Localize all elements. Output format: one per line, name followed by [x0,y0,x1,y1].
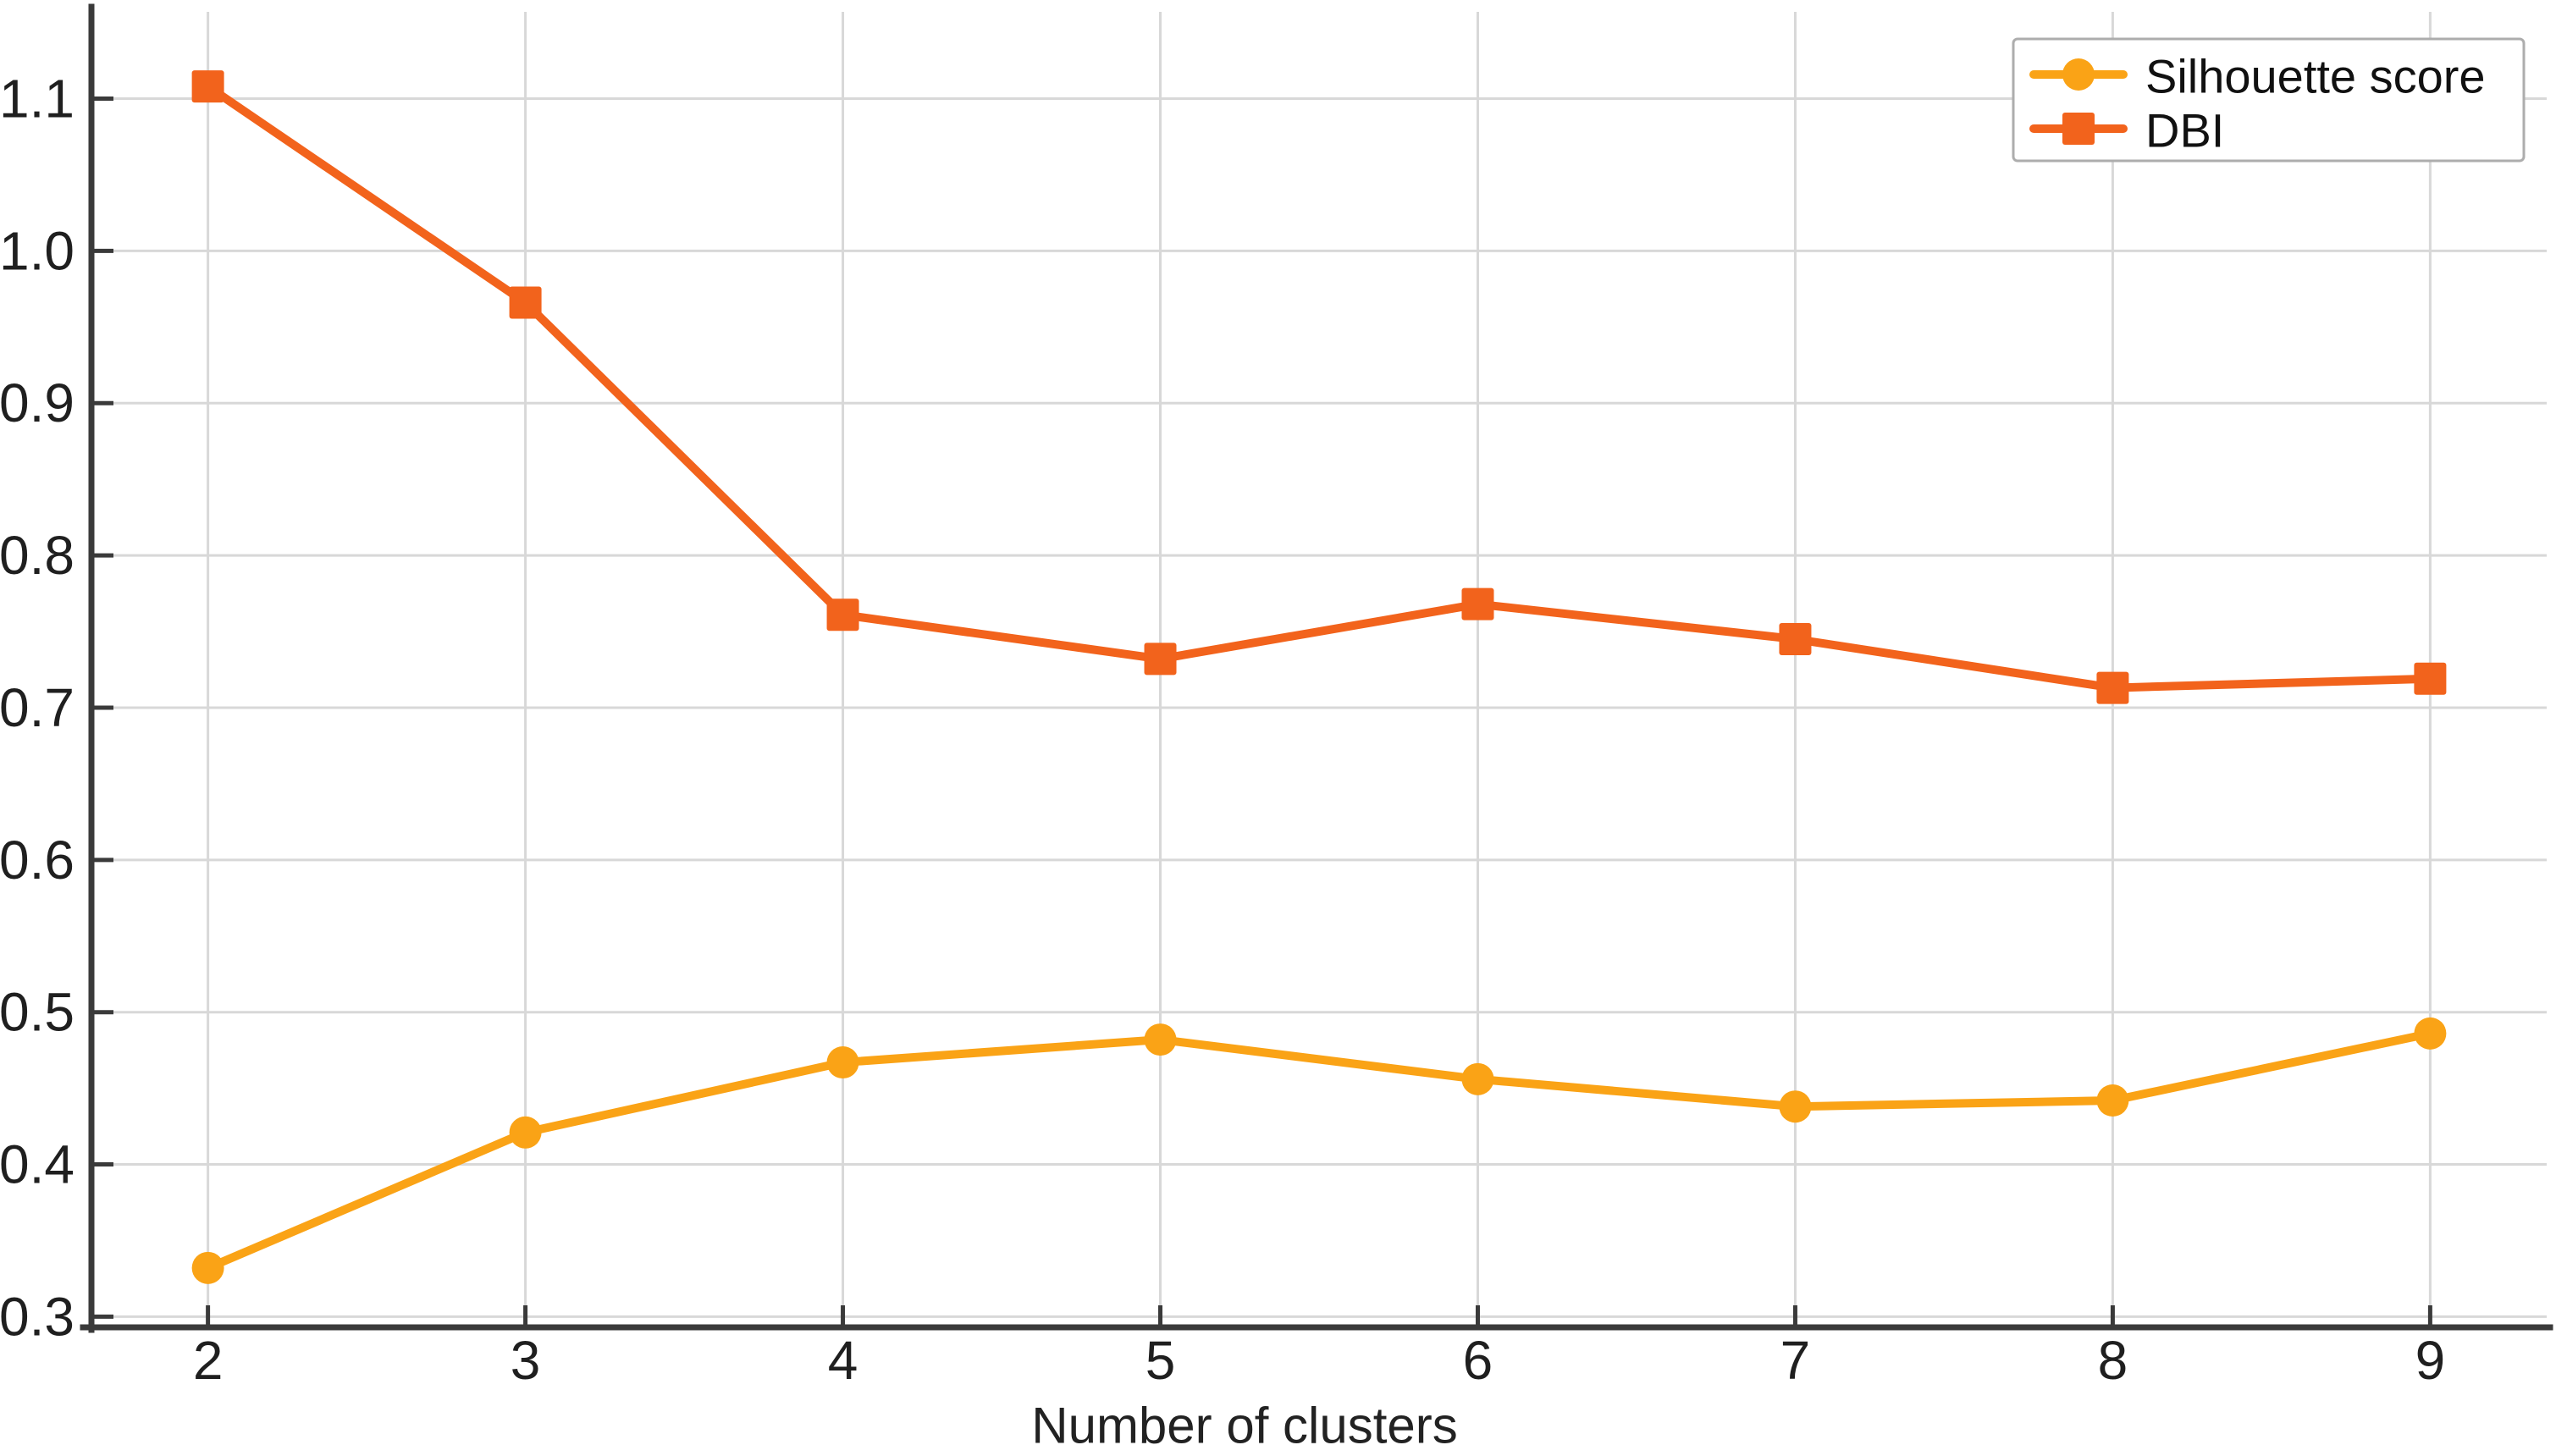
dbi-marker [2096,671,2129,704]
silhouette-score-marker [2414,1017,2447,1050]
legend-label-dbi: DBI [2145,104,2224,157]
dbi-marker [509,286,542,319]
dbi-marker [191,70,224,103]
silhouette-score-marker [191,1251,224,1284]
x-tick-label-2: 2 [193,1330,224,1391]
dbi-marker [826,598,859,631]
y-tick-label-0.8: 0.8 [0,525,75,586]
series-layer [191,70,2447,1284]
gridlines [91,12,2547,1327]
legend-item-dbi: DBI [2029,104,2224,157]
y-tick-label-0.3: 0.3 [0,1286,75,1347]
y-tick-label-1.1: 1.1 [0,69,75,130]
dbi-marker [1461,587,1494,620]
x-tick-label-4: 4 [828,1330,858,1391]
y-tick-label-0.6: 0.6 [0,830,75,891]
series-silhouette-score [191,1017,2447,1284]
y-tick-label-0.4: 0.4 [0,1134,75,1195]
legend-box [2012,37,2526,163]
x-tick-labels: 2 3 4 5 6 7 8 9 [193,1330,2445,1391]
dbi-marker [2414,662,2447,695]
legend-item-silhouette-score: Silhouette score [2029,50,2486,103]
y-tick-label-0.7: 0.7 [0,677,75,738]
x-tick-label-3: 3 [511,1330,541,1391]
silhouette-score-marker [1779,1090,1812,1123]
axes [80,3,2553,1333]
silhouette-score-marker [1461,1062,1494,1095]
silhouette-score-marker [509,1116,542,1149]
legend: Silhouette score DBI [2012,37,2526,163]
x-tick-label-5: 5 [1146,1330,1176,1391]
y-tick-label-0.5: 0.5 [0,982,75,1043]
x-tick-label-8: 8 [2098,1330,2128,1391]
legend-label-silhouette-score: Silhouette score [2145,50,2486,103]
series-dbi [191,70,2447,704]
silhouette-score-marker [1144,1023,1177,1056]
y-tick-label-1.0: 1.0 [0,220,75,281]
square-marker-icon [2062,113,2095,145]
dbi-line [203,82,2435,692]
silhouette-score-marker [826,1046,859,1079]
x-tick-label-7: 7 [1780,1330,1811,1391]
silhouette-score-line [203,1029,2435,1272]
x-tick-label-6: 6 [1463,1330,1493,1391]
x-tick-label-9: 9 [2415,1330,2446,1391]
y-tick-labels: 0.3 0.4 0.5 0.6 0.7 0.8 0.9 1.0 1.1 [0,69,75,1348]
dbi-marker [1779,623,1812,656]
circle-marker-icon [2062,58,2095,91]
silhouette-score-marker [2096,1084,2129,1117]
x-axis-title: Number of clusters [1031,1398,1458,1454]
y-tick-label-0.9: 0.9 [0,372,75,433]
dbi-marker [1144,643,1177,676]
